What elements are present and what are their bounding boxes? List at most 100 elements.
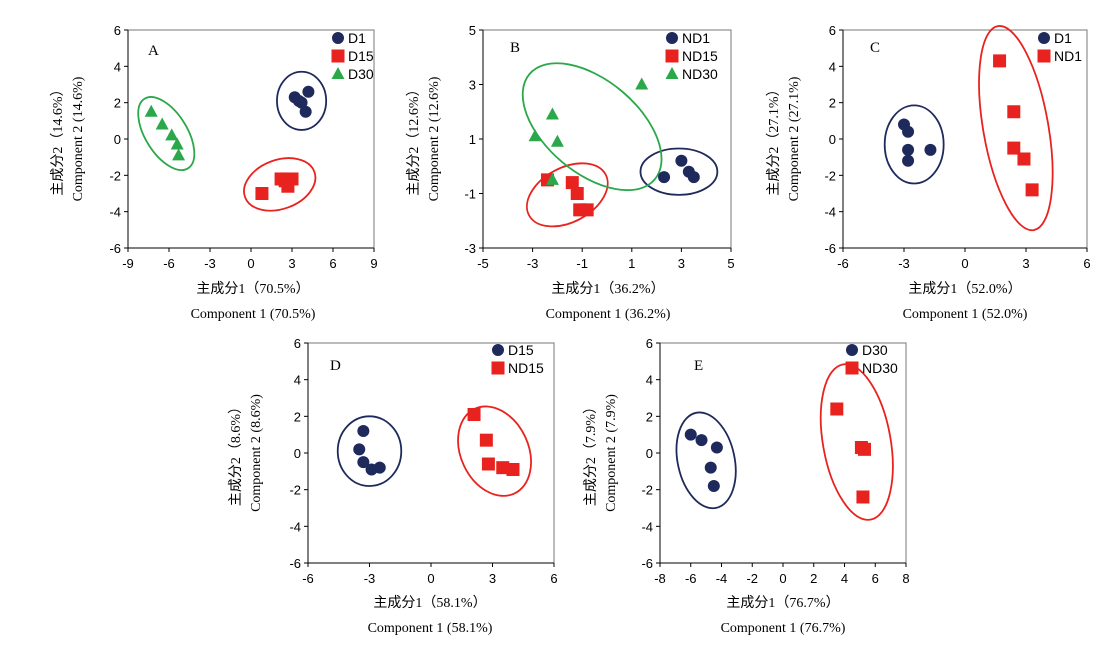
y-tick-label: 3 xyxy=(469,78,476,93)
data-point-d1 xyxy=(924,143,937,156)
y-tick-label: 4 xyxy=(829,59,836,74)
data-point-d30 xyxy=(155,117,169,130)
legend-label-nd30: ND30 xyxy=(862,360,898,376)
legend-marker-nd1 xyxy=(1037,49,1051,63)
data-point-d15 xyxy=(353,443,366,456)
legend-marker-nd30 xyxy=(665,67,679,79)
data-point-nd15 xyxy=(467,408,481,421)
x-tick-label: 3 xyxy=(489,571,496,586)
x-tick-label: -3 xyxy=(204,256,216,271)
legend-label-d1: D1 xyxy=(1054,30,1072,46)
x-tick-label: -5 xyxy=(477,256,489,271)
x-tick-label: -6 xyxy=(685,571,697,586)
legend-label-nd30: ND30 xyxy=(682,66,718,82)
x-tick-label: 0 xyxy=(247,256,254,271)
x-axis-label-cn: 主成分1（36.2%） xyxy=(551,281,664,297)
data-point-nd1 xyxy=(675,154,688,167)
data-point-d15 xyxy=(373,461,386,474)
x-tick-label: -6 xyxy=(837,256,849,271)
y-tick-label: -6 xyxy=(641,556,653,571)
group-ellipse-navy xyxy=(639,147,719,196)
chart-panel-a: -9 -6 -3 0 3 6 9-6-4-20246AD1D15D30主成分2（14.6%）… xyxy=(50,23,378,322)
group-ellipse-green xyxy=(521,62,663,192)
data-point-nd15 xyxy=(506,463,520,476)
x-axis-label-en: Component 1 (76.7%) xyxy=(721,621,846,636)
y-tick-label: 2 xyxy=(114,96,121,111)
x-tick-label: 4 xyxy=(841,571,848,586)
chart-panel-e: -8 -6 -4 -2 0 2 4 6 8-6-4-20246ED30ND30主成分2（7.9%… xyxy=(583,336,910,636)
legend-label-d30: D30 xyxy=(348,66,374,82)
data-point-nd15 xyxy=(496,461,510,475)
y-tick-label: 6 xyxy=(646,336,653,351)
x-tick-label: -9 xyxy=(122,256,134,271)
y-tick-label: -6 xyxy=(109,241,121,256)
legend-marker-d1 xyxy=(1038,32,1050,44)
y-tick-label: 4 xyxy=(294,373,301,388)
x-tick-label: 1 xyxy=(628,256,635,271)
y-axis-label-en: Component 2 (7.9%) xyxy=(604,394,619,512)
data-point-d1 xyxy=(902,143,915,156)
x-tick-label: 3 xyxy=(1022,256,1029,271)
y-axis-label-en: Component 2 (12.6%) xyxy=(427,76,442,201)
data-point-nd30 xyxy=(635,77,649,90)
legend-label-d15: D15 xyxy=(508,342,534,358)
y-tick-label: -4 xyxy=(109,205,121,220)
x-tick-label: 6 xyxy=(329,256,336,271)
data-point-nd1 xyxy=(1007,105,1021,119)
group-ellipse-navy xyxy=(883,104,945,185)
y-tick-label: -6 xyxy=(824,241,836,256)
x-axis-label-cn: 主成分1（52.0%） xyxy=(908,281,1021,297)
chart-panel-c: -6 -3 0 3 6 -6 -4 -2 0 2 4 6 C D1 ND1 主成分2（27.1%） Compon… xyxy=(766,23,1091,322)
x-tick-label: -1 xyxy=(576,256,588,271)
data-point-d15 xyxy=(357,456,370,469)
legend-label-nd15: ND15 xyxy=(508,360,544,376)
legend-label-nd1: ND1 xyxy=(1054,48,1082,64)
y-tick-label: 5 xyxy=(469,23,476,38)
data-point-nd1 xyxy=(687,171,700,184)
panel-label: B xyxy=(510,40,520,56)
data-point-nd30 xyxy=(545,107,559,120)
y-axis-label-en: Component 2 (27.1%) xyxy=(787,76,802,201)
y-tick-label: 0 xyxy=(829,132,836,147)
panel-label: E xyxy=(694,358,703,374)
y-tick-label: -1 xyxy=(464,187,476,202)
group-ellipse-navy xyxy=(336,415,403,487)
y-tick-label: -2 xyxy=(289,483,301,498)
data-point-d30 xyxy=(684,428,697,441)
x-tick-label: 6 xyxy=(1083,256,1090,271)
x-axis-label-cn: 主成分1（76.7%） xyxy=(726,595,839,611)
data-point-nd1 xyxy=(1025,183,1039,197)
legend-label-nd1: ND1 xyxy=(682,30,710,46)
x-tick-label: 6 xyxy=(872,571,879,586)
x-tick-label: -3 xyxy=(898,256,910,271)
data-point-nd30 xyxy=(830,402,844,416)
data-point-nd30 xyxy=(550,134,564,147)
data-point-nd30 xyxy=(545,172,559,185)
y-axis-label-cn: 主成分2（7.9%） xyxy=(583,400,599,506)
y-tick-label: -2 xyxy=(824,168,836,183)
x-axis-label-en: Component 1 (52.0%) xyxy=(903,307,1028,322)
x-tick-label: 9 xyxy=(370,256,377,271)
data-point-d30 xyxy=(165,128,179,141)
panel-label: D xyxy=(330,358,341,374)
x-tick-label: -6 xyxy=(302,571,314,586)
data-point-nd15 xyxy=(580,203,594,217)
data-point-d15 xyxy=(357,425,370,437)
group-ellipse-red xyxy=(978,25,1054,232)
legend-label-d30: D30 xyxy=(862,342,888,358)
group-ellipse-red xyxy=(243,157,317,212)
x-tick-label: 0 xyxy=(961,256,968,271)
x-axis-label-cn: 主成分1（70.5%） xyxy=(196,281,309,297)
data-point-nd1 xyxy=(658,171,671,184)
x-tick-label: 2 xyxy=(810,571,817,586)
legend-marker-nd1 xyxy=(666,32,678,44)
y-tick-label: 2 xyxy=(294,409,301,424)
group-ellipse-green xyxy=(137,96,196,171)
data-point-nd15 xyxy=(565,176,579,190)
data-point-nd1 xyxy=(1007,141,1021,155)
data-point-d30 xyxy=(704,461,717,474)
x-tick-label: -8 xyxy=(654,571,666,586)
legend-label-nd15: ND15 xyxy=(682,48,718,64)
data-point-d1 xyxy=(902,125,915,138)
x-tick-label: 0 xyxy=(779,571,786,586)
